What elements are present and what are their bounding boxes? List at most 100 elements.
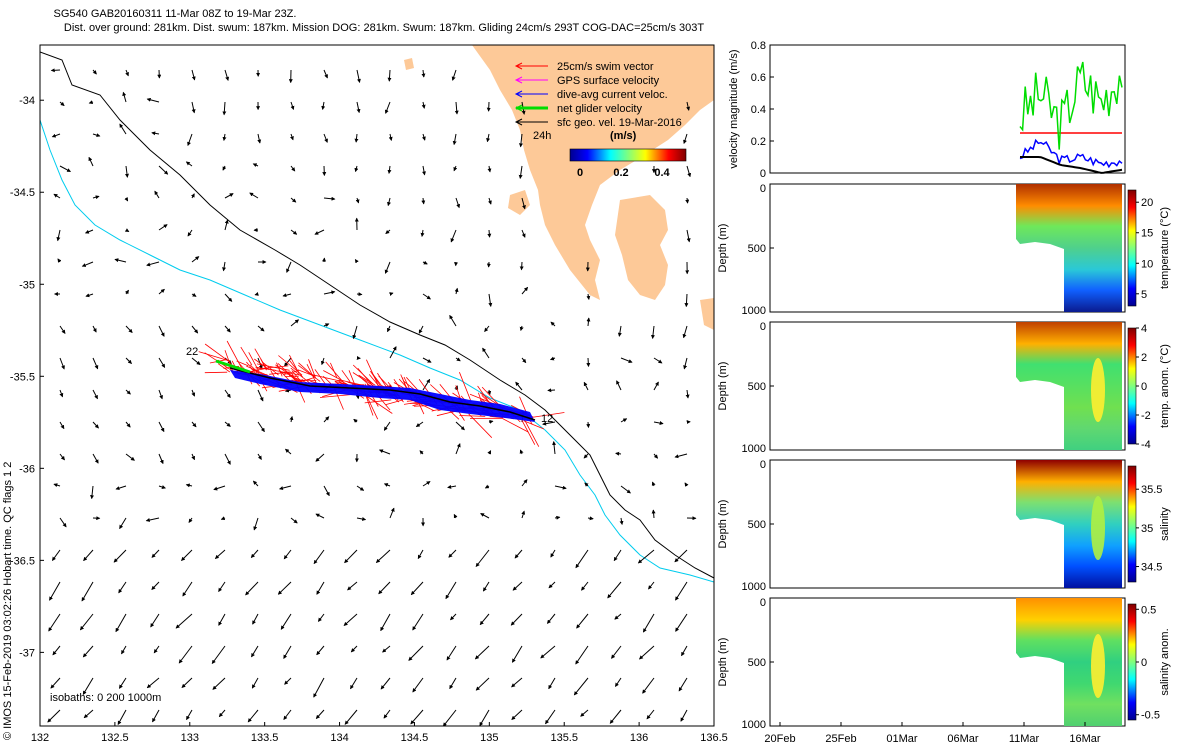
surface-velocity-arrow xyxy=(249,192,259,199)
swim-vector xyxy=(523,420,545,430)
surface-velocity-arrow xyxy=(122,91,127,103)
surface-velocity-arrow xyxy=(453,513,458,519)
swim-vector xyxy=(255,366,276,371)
surface-velocity-arrow xyxy=(554,485,567,490)
surface-velocity-arrow xyxy=(191,421,197,428)
colorbar-tick-label: 20 xyxy=(1141,197,1153,209)
surface-velocity-arrow xyxy=(251,645,259,658)
surface-velocity-arrow xyxy=(315,453,325,462)
map-xtick-label: 136 xyxy=(630,732,648,744)
legend-label: sfc geo. vel. 19-Mar-2016 xyxy=(557,117,682,129)
surface-velocity-arrow xyxy=(675,581,688,601)
surface-velocity-arrow xyxy=(119,123,127,135)
swim-vector xyxy=(469,393,496,405)
surface-velocity-arrow xyxy=(152,709,160,723)
map-ytick-label: -36 xyxy=(19,463,35,475)
map-colorbar xyxy=(569,148,687,162)
surface-velocity-arrow xyxy=(90,485,95,500)
surface-velocity-arrow xyxy=(245,581,259,596)
surface-velocity-arrow xyxy=(290,197,297,203)
surface-velocity-arrow xyxy=(639,645,655,660)
surface-velocity-arrow xyxy=(378,449,391,455)
surface-velocity-arrow xyxy=(218,613,226,626)
surface-velocity-arrow xyxy=(581,581,589,591)
section-ytick-label: 500 xyxy=(748,657,766,669)
surface-velocity-arrow xyxy=(83,549,94,562)
section-ytick-label: 0 xyxy=(760,183,766,195)
isobath-1000m xyxy=(40,119,714,583)
surface-velocity-arrow xyxy=(584,482,589,487)
surface-velocity-arrow xyxy=(158,165,169,175)
colorbar-tick-label: 34.5 xyxy=(1141,562,1162,574)
surface-velocity-arrow xyxy=(452,133,457,146)
surface-velocity-arrow xyxy=(323,290,336,295)
surface-velocity-arrow xyxy=(92,453,99,464)
section-colorbar xyxy=(1127,603,1137,721)
map-ytick-label: -36.5 xyxy=(10,555,35,567)
surface-velocity-arrow xyxy=(454,287,459,295)
track-end-label: 12 xyxy=(541,413,553,425)
surface-velocity-arrow xyxy=(52,645,61,656)
surface-velocity-arrow xyxy=(384,261,391,274)
surface-velocity-arrow xyxy=(56,229,61,242)
surface-velocity-arrow xyxy=(521,510,526,519)
surface-velocity-arrow xyxy=(252,163,259,168)
map-xtick-label: 132.5 xyxy=(101,732,129,744)
surface-velocity-arrow xyxy=(642,677,655,694)
velocity-ytick-label: 0.6 xyxy=(751,72,766,84)
surface-velocity-arrow xyxy=(576,613,589,629)
colorbar-tick-label: 4 xyxy=(1141,323,1147,335)
section-ytick-label: 1000 xyxy=(742,581,766,593)
surface-velocity-arrow xyxy=(59,389,64,398)
surface-velocity-arrow xyxy=(114,258,127,263)
surface-velocity-arrow xyxy=(674,453,688,459)
surface-velocity-arrow xyxy=(480,513,490,519)
surface-velocity-arrow xyxy=(389,507,395,519)
swim-vector xyxy=(364,399,392,404)
surface-velocity-arrow xyxy=(352,325,358,340)
surface-velocity-arrow xyxy=(540,645,556,659)
surface-velocity-arrow xyxy=(53,483,61,488)
surface-velocity-arrow xyxy=(92,357,99,370)
surface-velocity-arrow xyxy=(422,378,431,391)
surface-velocity-arrow xyxy=(408,645,424,661)
surface-velocity-arrow xyxy=(247,709,259,723)
surface-velocity-arrow xyxy=(59,453,65,461)
surface-velocity-arrow xyxy=(356,517,367,521)
surface-velocity-arrow xyxy=(455,197,461,209)
velocity-y-label: velocity magnitude (m/s) xyxy=(728,49,740,168)
surface-velocity-arrow xyxy=(125,421,131,428)
section-anomaly-core xyxy=(1091,634,1105,698)
surface-velocity-arrow xyxy=(683,133,688,145)
surface-velocity-arrow xyxy=(422,260,428,265)
surface-velocity-arrow xyxy=(575,549,589,569)
surface-velocity-arrow xyxy=(316,645,325,656)
surface-velocity-arrow xyxy=(284,448,292,455)
surface-velocity-arrow xyxy=(125,69,129,77)
surface-velocity-arrow xyxy=(290,101,295,111)
surface-velocity-arrow xyxy=(79,613,94,631)
surface-velocity-arrow xyxy=(191,69,196,81)
section-colorbar xyxy=(1127,189,1137,307)
surface-velocity-arrow xyxy=(454,101,459,115)
surface-velocity-arrow xyxy=(59,325,66,334)
surface-velocity-arrow xyxy=(125,325,133,333)
surface-velocity-arrow xyxy=(682,325,688,339)
surface-velocity-arrow xyxy=(50,677,61,689)
surface-velocity-arrow xyxy=(678,677,688,692)
velocity-frame xyxy=(769,44,1126,174)
surface-velocity-arrow xyxy=(651,481,656,487)
surface-velocity-arrow xyxy=(380,677,391,690)
surface-velocity-arrow xyxy=(511,645,523,663)
surface-velocity-arrow xyxy=(451,69,457,81)
surface-velocity-arrow xyxy=(82,677,94,695)
surface-velocity-arrow xyxy=(547,388,556,393)
surface-velocity-arrow xyxy=(611,645,622,659)
surface-velocity-arrow xyxy=(151,131,160,136)
surface-velocity-arrow xyxy=(684,482,689,487)
surface-velocity-arrow xyxy=(421,69,426,78)
surface-velocity-arrow xyxy=(224,453,231,465)
surface-velocity-arrow xyxy=(282,293,292,298)
legend-arrowhead xyxy=(514,62,523,70)
